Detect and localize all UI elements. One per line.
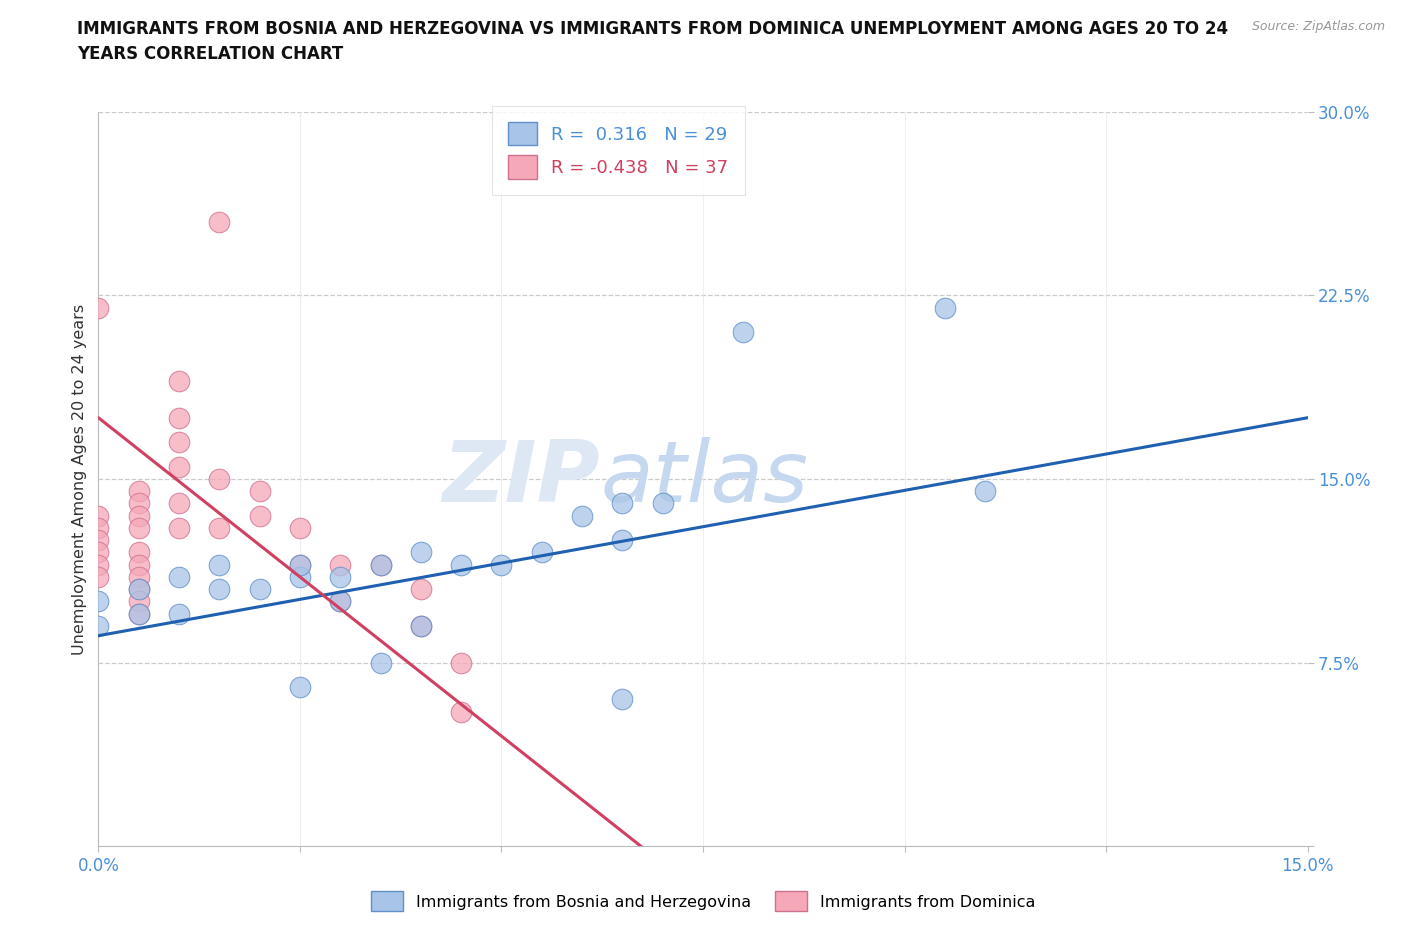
Point: [167, 521, 190, 536]
Point: [87, 594, 110, 609]
Point: [167, 569, 190, 584]
Point: [491, 557, 513, 572]
Point: [329, 569, 352, 584]
Point: [87, 618, 110, 633]
Point: [288, 557, 311, 572]
Point: [167, 496, 190, 511]
Text: Source: ZipAtlas.com: Source: ZipAtlas.com: [1251, 20, 1385, 33]
Point: [288, 521, 311, 536]
Legend: R =  0.316   N = 29, R = -0.438   N = 37: R = 0.316 N = 29, R = -0.438 N = 37: [492, 106, 745, 194]
Point: [128, 606, 150, 621]
Point: [208, 521, 231, 536]
Point: [329, 594, 352, 609]
Point: [288, 680, 311, 695]
Point: [450, 656, 472, 671]
Point: [733, 325, 755, 339]
Point: [167, 410, 190, 425]
Point: [571, 508, 593, 523]
Legend: Immigrants from Bosnia and Herzegovina, Immigrants from Dominica: Immigrants from Bosnia and Herzegovina, …: [364, 885, 1042, 917]
Point: [167, 374, 190, 389]
Text: IMMIGRANTS FROM BOSNIA AND HERZEGOVINA VS IMMIGRANTS FROM DOMINICA UNEMPLOYMENT : IMMIGRANTS FROM BOSNIA AND HERZEGOVINA V…: [77, 20, 1229, 38]
Point: [167, 606, 190, 621]
Point: [208, 215, 231, 230]
Point: [128, 545, 150, 560]
Point: [167, 435, 190, 450]
Point: [329, 594, 352, 609]
Point: [128, 557, 150, 572]
Point: [409, 582, 432, 597]
Point: [370, 557, 392, 572]
Text: ZIP: ZIP: [443, 437, 600, 521]
Point: [128, 582, 150, 597]
Point: [450, 704, 472, 719]
Point: [288, 569, 311, 584]
Point: [87, 521, 110, 536]
Point: [409, 618, 432, 633]
Point: [128, 582, 150, 597]
Point: [87, 300, 110, 315]
Point: [87, 557, 110, 572]
Point: [208, 557, 231, 572]
Point: [249, 484, 271, 498]
Point: [128, 484, 150, 498]
Point: [128, 508, 150, 523]
Point: [128, 521, 150, 536]
Point: [249, 582, 271, 597]
Point: [288, 557, 311, 572]
Y-axis label: Unemployment Among Ages 20 to 24 years: Unemployment Among Ages 20 to 24 years: [72, 303, 87, 655]
Text: YEARS CORRELATION CHART: YEARS CORRELATION CHART: [77, 45, 343, 62]
Point: [370, 557, 392, 572]
Point: [87, 508, 110, 523]
Point: [87, 533, 110, 548]
Point: [612, 533, 634, 548]
Point: [612, 496, 634, 511]
Point: [409, 545, 432, 560]
Point: [612, 692, 634, 707]
Point: [208, 472, 231, 486]
Point: [450, 557, 472, 572]
Point: [651, 496, 673, 511]
Point: [87, 545, 110, 560]
Point: [128, 569, 150, 584]
Point: [167, 459, 190, 474]
Point: [128, 594, 150, 609]
Text: atlas: atlas: [600, 437, 808, 521]
Point: [370, 656, 392, 671]
Point: [974, 484, 997, 498]
Point: [249, 508, 271, 523]
Point: [934, 300, 956, 315]
Point: [208, 582, 231, 597]
Point: [409, 618, 432, 633]
Point: [128, 496, 150, 511]
Point: [128, 606, 150, 621]
Point: [530, 545, 553, 560]
Point: [329, 557, 352, 572]
Point: [87, 569, 110, 584]
